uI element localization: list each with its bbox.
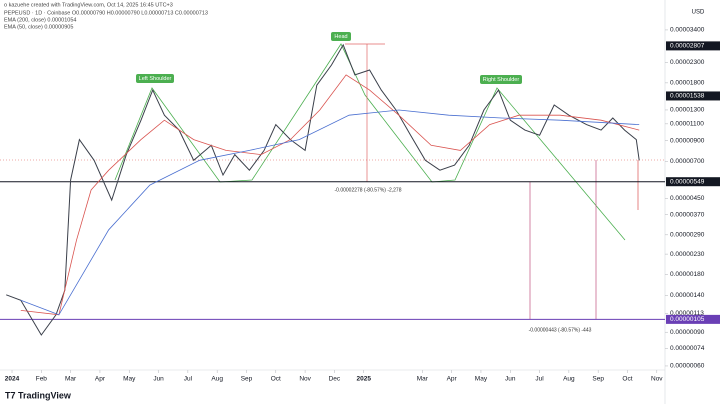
series-line <box>6 43 640 336</box>
x-tick-label: Sep <box>592 376 604 383</box>
y-tick-label: 0.00000290 <box>670 232 705 239</box>
level-badge <box>666 177 720 187</box>
y-tick-label: 0.00000900 <box>670 137 705 144</box>
series-line <box>20 109 640 316</box>
level-label: 0.00000549 <box>670 178 705 185</box>
y-tick-label: 0.00001300 <box>670 107 705 114</box>
x-tick-label: Aug <box>563 376 575 383</box>
x-tick-label: Mar <box>65 376 77 383</box>
x-tick-label: Jul <box>535 376 544 383</box>
x-tick-label: Dec <box>329 376 341 383</box>
header-line: PEPEUSD · 1D · Coinbase O0.00000790 H0.0… <box>4 10 208 16</box>
x-tick-label: Nov <box>299 376 311 383</box>
brand: TradingView <box>18 390 72 400</box>
plot <box>0 43 665 336</box>
annotation: Head <box>334 34 347 40</box>
x-tick-label: Oct <box>271 376 281 383</box>
level-label: 0.00001538 <box>670 93 705 100</box>
x-tick-label: Aug <box>211 376 223 383</box>
y-tick-label: 0.00000074 <box>670 345 705 352</box>
annotation-box <box>136 74 174 83</box>
header-line: EMA (50, close) 0.00000905 <box>4 24 73 30</box>
level-label: 0.00000105 <box>670 316 705 323</box>
y-tick-label: 0.00002300 <box>670 59 705 66</box>
x-tick-label: Jun <box>153 376 164 383</box>
x-tick-label: Jun <box>505 376 516 383</box>
series-line <box>20 74 640 316</box>
header-line: EMA (200, close) 0.00001054 <box>4 17 76 23</box>
y-tick-label: 0.00001100 <box>670 121 704 128</box>
level-badge <box>666 314 720 324</box>
level-badge <box>666 91 720 101</box>
x-tick-label: 2025 <box>356 376 371 383</box>
y-tick-label: 0.00000140 <box>670 292 705 299</box>
annotation-box <box>480 75 522 84</box>
x-tick-label: May <box>475 376 488 383</box>
x-tick-label: Sep <box>241 376 253 383</box>
y-tick-label: 0.00000230 <box>670 251 705 258</box>
measure-label: -0.00002278 (-80.57%) -2,278 <box>335 187 402 193</box>
annotation: Left Shoulder <box>139 76 172 82</box>
annotation: Right Shoulder <box>483 77 520 83</box>
x-tick-label: May <box>123 376 136 383</box>
y-tick-label: 0.00001800 <box>670 80 705 87</box>
y-tick-label: 0.00000180 <box>670 271 705 278</box>
x-tick-label: Mar <box>417 376 429 383</box>
x-tick-label: Apr <box>95 376 106 383</box>
level-label: 0.00002807 <box>670 43 705 50</box>
x-tick-label: Jul <box>184 376 193 383</box>
brand-logo: T7 <box>5 390 16 400</box>
annotation-box <box>331 32 351 41</box>
currency-label: USD <box>692 10 705 16</box>
x-tick-label: Apr <box>447 376 458 383</box>
x-tick-label: Oct <box>622 376 632 383</box>
header-line: o kazuehe created with TradingView.com, … <box>4 2 173 8</box>
y-tick-label: 0.00000113 <box>670 310 704 317</box>
y-tick-label: 0.00000370 <box>670 211 705 218</box>
y-tick-label: 0.00000450 <box>670 195 705 202</box>
y-tick-label: 0.00003400 <box>670 27 705 34</box>
y-tick-label: 0.00000700 <box>670 158 705 165</box>
y-tick-label: 0.00000090 <box>670 329 705 336</box>
measure-label: -0.00000443 (-80.57%) -443 <box>529 327 592 333</box>
x-tick-label: Feb <box>36 376 48 383</box>
level-badge <box>666 41 720 51</box>
x-tick-label: 2024 <box>5 376 20 383</box>
x-tick-label: Nov <box>651 376 663 383</box>
y-tick-label: 0.00000060 <box>670 363 705 370</box>
